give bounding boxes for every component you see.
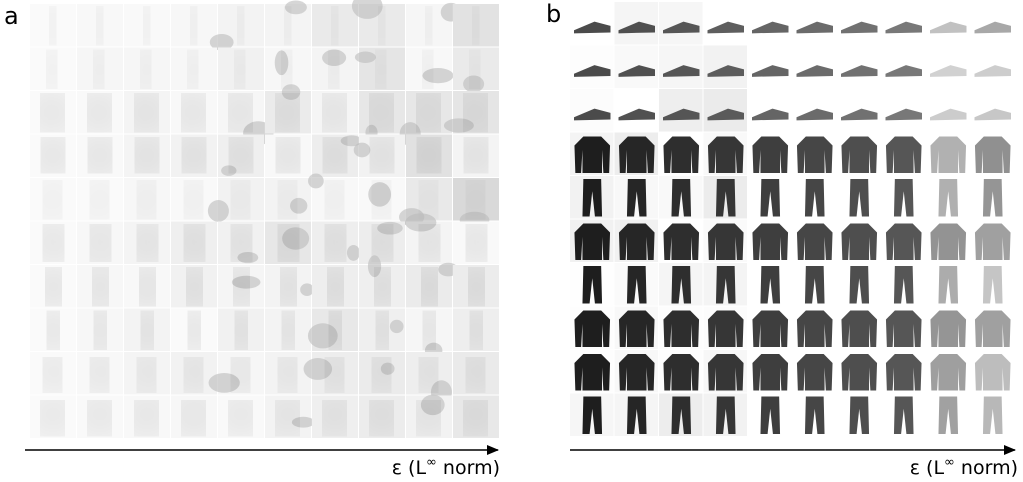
shirt	[930, 137, 966, 174]
noise-blob	[347, 245, 360, 261]
shirt	[841, 311, 877, 348]
noise-blob	[209, 373, 240, 393]
shirt	[663, 224, 699, 261]
shirt	[708, 224, 744, 261]
noise-blob	[285, 0, 307, 14]
shirt	[752, 224, 788, 261]
shirt	[886, 224, 922, 261]
axis-label-prefix: ε (L	[392, 457, 427, 479]
shirt	[975, 354, 1011, 391]
axis-label-prefix: ε (L	[910, 457, 945, 479]
shirt	[708, 311, 744, 348]
shirt	[797, 137, 833, 174]
shirt	[708, 354, 744, 391]
axis-label-suffix: norm)	[955, 457, 1018, 479]
noise-blob	[208, 200, 229, 222]
shirt	[975, 311, 1011, 348]
noise-blob	[390, 320, 404, 333]
shirt	[841, 354, 877, 391]
noise-blob	[355, 52, 376, 63]
shirt	[886, 137, 922, 174]
image-grid-a	[30, 0, 499, 438]
shirt	[619, 311, 655, 348]
shirt	[886, 311, 922, 348]
noise-blob	[444, 118, 474, 132]
panel-label: b	[546, 0, 561, 28]
axis-label-superscript: ∞	[426, 455, 437, 470]
noise-blob	[292, 417, 315, 428]
noise-blob	[308, 174, 324, 189]
shirt	[708, 137, 744, 174]
noise-blob	[290, 198, 307, 214]
shirt	[886, 354, 922, 391]
shirt	[841, 224, 877, 261]
shirt	[663, 354, 699, 391]
shirt	[574, 311, 610, 348]
noise-blob	[275, 50, 289, 75]
shirt	[975, 224, 1011, 261]
shirt	[619, 224, 655, 261]
axis-label: ε (L∞ norm)	[910, 455, 1018, 479]
shirt	[975, 137, 1011, 174]
figure: a b ε (L∞ norm) ε (L∞ norm)	[0, 0, 1023, 482]
shirt	[752, 354, 788, 391]
shirt	[574, 137, 610, 174]
noise-blob	[282, 84, 300, 100]
shirt	[574, 354, 610, 391]
image-grid-b	[570, 2, 1014, 436]
axis-label-superscript: ∞	[944, 455, 955, 470]
shirt	[752, 137, 788, 174]
shirt	[930, 354, 966, 391]
shirt	[619, 137, 655, 174]
shirt	[797, 224, 833, 261]
shirt	[797, 354, 833, 391]
axis-label: ε (L∞ norm)	[392, 455, 500, 479]
shirt	[930, 224, 966, 261]
noise-blob	[322, 50, 346, 66]
panel-label: a	[4, 2, 19, 30]
shirt	[752, 311, 788, 348]
axis-label-suffix: norm)	[437, 457, 500, 479]
noise-blob	[300, 283, 314, 296]
shirt	[841, 137, 877, 174]
noise-blob	[354, 143, 371, 158]
shirt	[619, 354, 655, 391]
shirt	[930, 311, 966, 348]
shirt	[663, 137, 699, 174]
shirt	[574, 224, 610, 261]
shirt	[663, 311, 699, 348]
shirt	[797, 311, 833, 348]
